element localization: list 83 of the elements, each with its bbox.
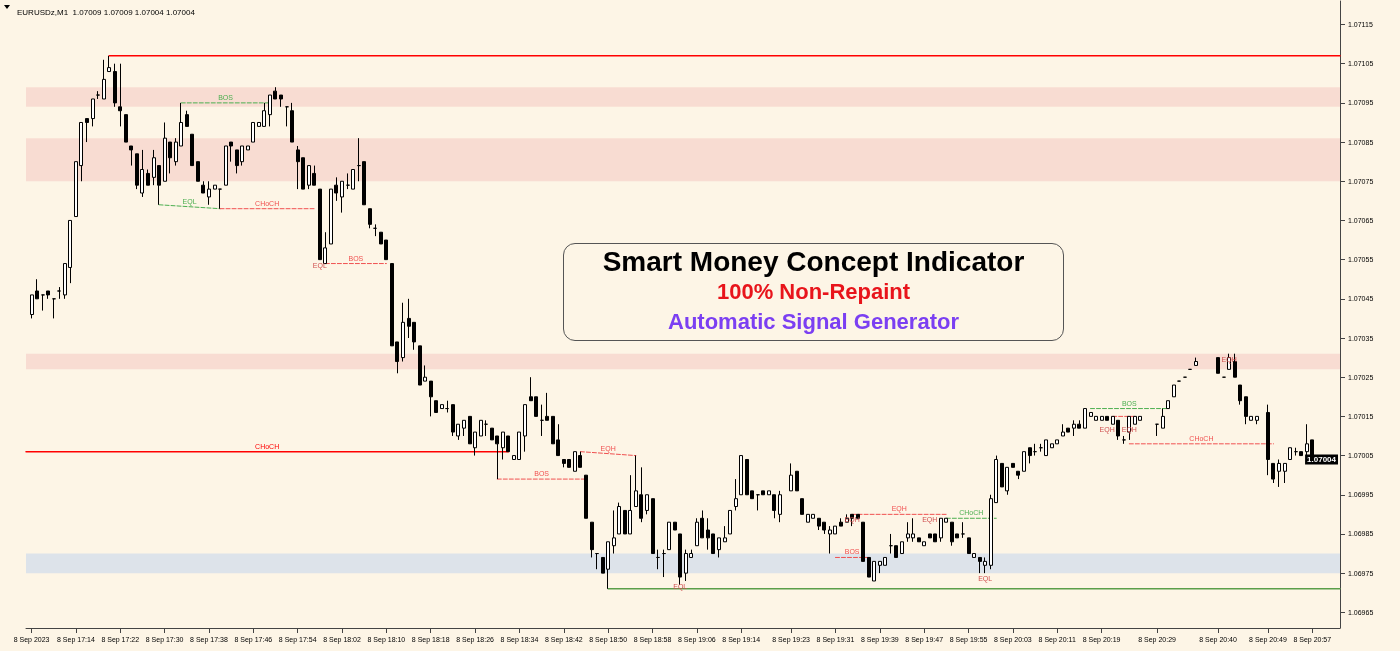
candlestick — [1166, 400, 1170, 410]
candlestick — [1194, 357, 1198, 366]
candlestick — [839, 517, 843, 527]
candlestick — [678, 533, 682, 586]
candlestick — [124, 114, 128, 143]
candlestick — [673, 521, 677, 531]
candlestick — [368, 208, 372, 229]
candlestick — [340, 180, 344, 214]
candlestick — [1172, 384, 1176, 398]
candlestick — [213, 184, 217, 190]
text-panel: Smart Money Concept Indicator 100% Non-Repaint Automatic Signal Generator — [563, 243, 1064, 341]
candlestick — [196, 161, 200, 182]
candlestick — [91, 98, 95, 127]
candlestick — [1288, 447, 1292, 460]
candlestick — [107, 55, 111, 73]
candlestick — [778, 490, 782, 523]
candlestick — [1266, 404, 1270, 476]
annotation: Smart Money Concept Indicator — [601, 246, 1026, 277]
candlestick — [207, 180, 211, 206]
candlestick — [645, 494, 649, 515]
candlestick — [1044, 439, 1048, 457]
candlestick — [52, 298, 56, 319]
candlestick — [651, 498, 655, 555]
candlestick — [667, 521, 671, 551]
candlestick — [723, 525, 727, 543]
candlestick — [662, 549, 666, 578]
candlestick — [1271, 462, 1275, 484]
candlestick — [190, 133, 194, 167]
candlestick — [1216, 357, 1220, 374]
candlestick — [401, 302, 405, 363]
candlestick — [595, 553, 599, 570]
candlestick — [484, 419, 488, 437]
candlestick — [1255, 415, 1259, 425]
candlestick — [440, 404, 444, 410]
candlestick — [434, 400, 438, 413]
candlestick — [1277, 458, 1281, 488]
candlestick — [961, 521, 965, 539]
candlestick — [800, 498, 804, 515]
candlestick — [1028, 447, 1032, 464]
candlestick — [900, 541, 904, 555]
candlestick — [1299, 451, 1303, 457]
annotation: 100% Non-Repaint — [715, 278, 912, 306]
candlestick — [656, 549, 660, 570]
candlestick — [1022, 451, 1026, 472]
candlestick — [734, 478, 738, 511]
annotation: Automatic Signal Generator — [667, 308, 960, 336]
candlestick — [523, 404, 527, 453]
candlestick — [113, 63, 117, 108]
candlestick — [118, 63, 122, 127]
candlestick — [728, 509, 732, 535]
candlestick — [102, 59, 106, 100]
candlestick — [279, 94, 283, 108]
candlestick — [218, 188, 222, 210]
candlestick — [129, 145, 133, 167]
candlestick — [861, 521, 865, 562]
candlestick — [1161, 408, 1165, 429]
candlestick — [185, 110, 189, 127]
candlestick — [1238, 384, 1242, 406]
text: EURUSDz,M1 1.07009 1.07009 1.07004 1.07004 — [17, 7, 196, 17]
candlestick — [789, 462, 793, 492]
candlestick — [246, 145, 250, 151]
candlestick — [1283, 462, 1287, 484]
candlestick — [285, 106, 289, 127]
candlestick — [462, 419, 466, 437]
candlestick — [739, 455, 743, 496]
candlestick — [717, 537, 721, 558]
candlestick — [1083, 408, 1087, 429]
candlestick — [290, 102, 294, 143]
candlestick — [617, 502, 621, 535]
candlestick — [85, 118, 89, 143]
candlestick — [795, 470, 799, 492]
candlestick — [590, 521, 594, 558]
candlestick — [1011, 462, 1015, 468]
candlestick — [584, 474, 588, 519]
candlestick — [479, 419, 483, 437]
candlestick — [201, 180, 205, 194]
candlestick — [429, 380, 433, 417]
candlestick — [251, 121, 255, 143]
candlestick — [351, 169, 355, 190]
annotation: 1.07004 — [1307, 454, 1337, 464]
candlestick — [612, 509, 616, 555]
candlestick — [146, 169, 150, 186]
candlestick — [1016, 470, 1020, 480]
